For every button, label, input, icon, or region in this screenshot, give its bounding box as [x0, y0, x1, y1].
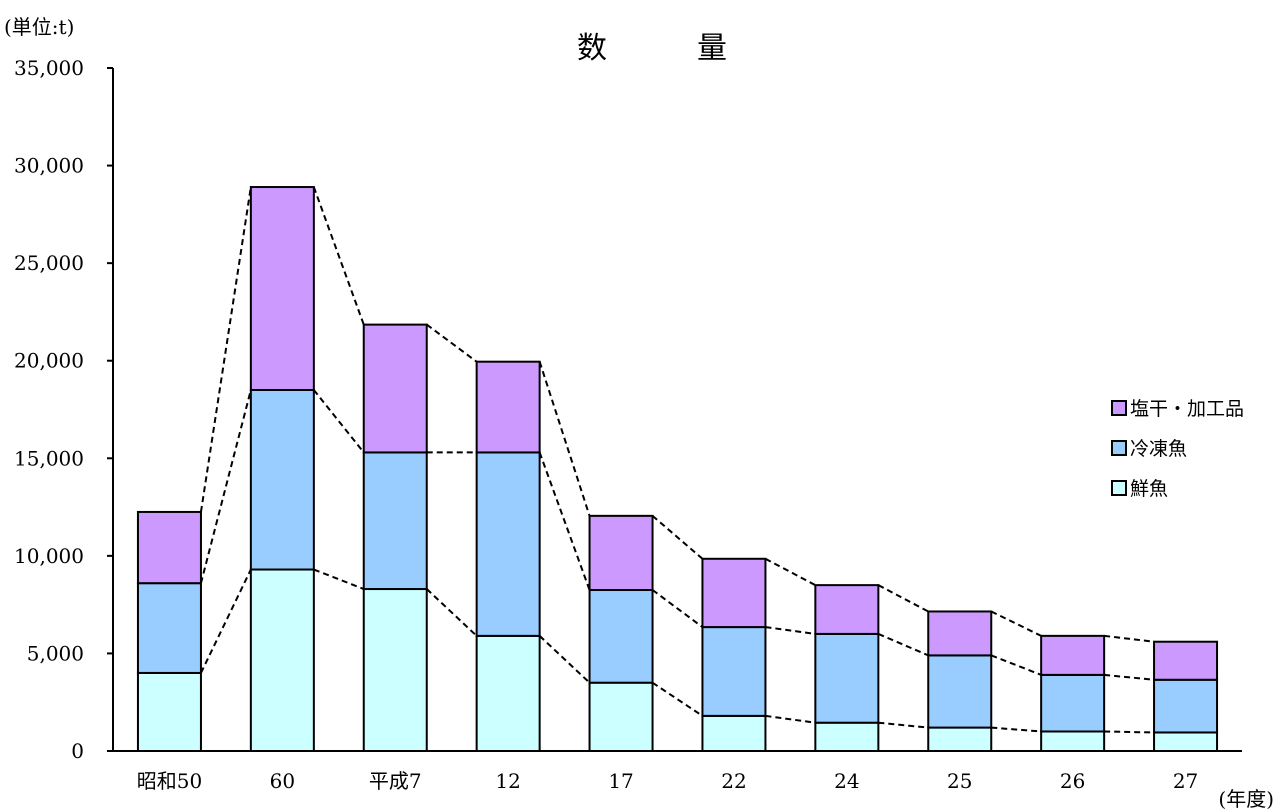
bar-segment	[136, 582, 202, 674]
x-category-label: 24	[834, 769, 859, 793]
x-category-label: 22	[721, 769, 746, 793]
connector-line	[877, 632, 929, 657]
connector-line	[199, 186, 252, 513]
chart-title: 数 量	[577, 31, 727, 66]
connector-line	[651, 515, 704, 560]
x-category-label: 26	[1060, 769, 1085, 793]
bar-segment	[475, 451, 541, 637]
connector-line	[426, 323, 478, 363]
connector-line	[426, 588, 478, 637]
bar-segment	[701, 626, 767, 717]
x-category-label: 27	[1173, 769, 1198, 793]
connector-line	[538, 361, 591, 517]
bar-segment	[475, 634, 541, 753]
connector-line	[200, 569, 252, 674]
x-category-labels: 昭和50 60 平成7 12 17 22 24 25 26 27	[137, 769, 1199, 793]
bar-segment	[927, 610, 993, 657]
y-tick-labels: 0 5,000 10,000 15,000 20,000 25,000 30,000 35,0…	[14, 56, 84, 763]
connector-line	[651, 589, 704, 628]
connector-lines	[199, 186, 1155, 734]
bar-segment	[475, 360, 541, 454]
bar-segment	[588, 589, 654, 684]
connector-line	[313, 568, 365, 590]
x-category-label: 12	[495, 769, 520, 793]
connector-line	[991, 726, 1042, 733]
bar-segment	[1040, 634, 1106, 676]
bar-segment	[136, 671, 202, 753]
bar-segment	[814, 584, 880, 635]
x-unit-label: (年度)	[1218, 787, 1274, 810]
y-tick-label: 20,000	[14, 349, 84, 373]
connector-line	[990, 654, 1042, 676]
connector-line	[765, 626, 816, 635]
x-category-label: 60	[270, 769, 295, 793]
legend-label: 鮮魚	[1130, 478, 1168, 500]
bar-segment	[1153, 678, 1219, 734]
bar-segment	[588, 514, 654, 592]
bar-segment	[701, 714, 767, 752]
connector-line	[990, 610, 1042, 637]
connector-line	[878, 721, 929, 729]
connector-line	[313, 389, 365, 454]
y-tick-label: 30,000	[14, 154, 84, 178]
x-category-label: 昭和50	[137, 769, 202, 793]
connector-line	[538, 635, 591, 684]
x-category-label: 17	[608, 769, 633, 793]
connector-line	[538, 452, 591, 591]
y-tick-label: 35,000	[14, 56, 84, 80]
connector-line	[1104, 730, 1155, 734]
bars	[136, 186, 1219, 753]
bar-segment	[588, 681, 654, 753]
bar-segment	[136, 510, 202, 585]
legend-swatch	[1111, 400, 1127, 416]
bar-segment	[1040, 673, 1106, 733]
y-tick-label: 5,000	[27, 641, 84, 665]
legend-label: 塩干・加工品	[1130, 398, 1244, 420]
connector-line	[877, 584, 929, 613]
y-tick-label: 15,000	[14, 446, 84, 470]
bar-segment	[814, 632, 880, 724]
connector-line	[1104, 673, 1155, 681]
y-unit-label: (単位:t)	[4, 15, 74, 39]
bar-segment	[249, 388, 315, 571]
x-category-label: 25	[947, 769, 972, 793]
connector-line	[764, 557, 816, 587]
connector-line	[765, 714, 816, 724]
connector-line	[1104, 634, 1155, 643]
bar-segment	[927, 654, 993, 729]
bar-segment	[701, 557, 767, 629]
x-category-label: 平成7	[369, 769, 422, 793]
bar-segment	[1040, 730, 1106, 753]
bar-segment	[362, 323, 428, 454]
bar-segment	[249, 568, 315, 753]
legend-swatch	[1111, 480, 1127, 496]
y-tick-label: 0	[71, 739, 84, 763]
bar-segment	[927, 726, 993, 753]
connector-line	[199, 389, 252, 584]
connector-line	[651, 681, 704, 717]
bar-segment	[1153, 640, 1219, 681]
legend-label: 冷凍魚	[1130, 438, 1187, 460]
connector-line	[312, 186, 365, 325]
y-tick-label: 25,000	[14, 251, 84, 275]
bar-segment	[362, 451, 428, 591]
bar-segment	[362, 588, 428, 752]
y-tick-label: 10,000	[14, 544, 84, 568]
bar-segment	[1153, 731, 1219, 752]
bar-segment	[814, 721, 880, 752]
legend-swatch	[1111, 440, 1127, 456]
bar-segment	[249, 186, 315, 391]
